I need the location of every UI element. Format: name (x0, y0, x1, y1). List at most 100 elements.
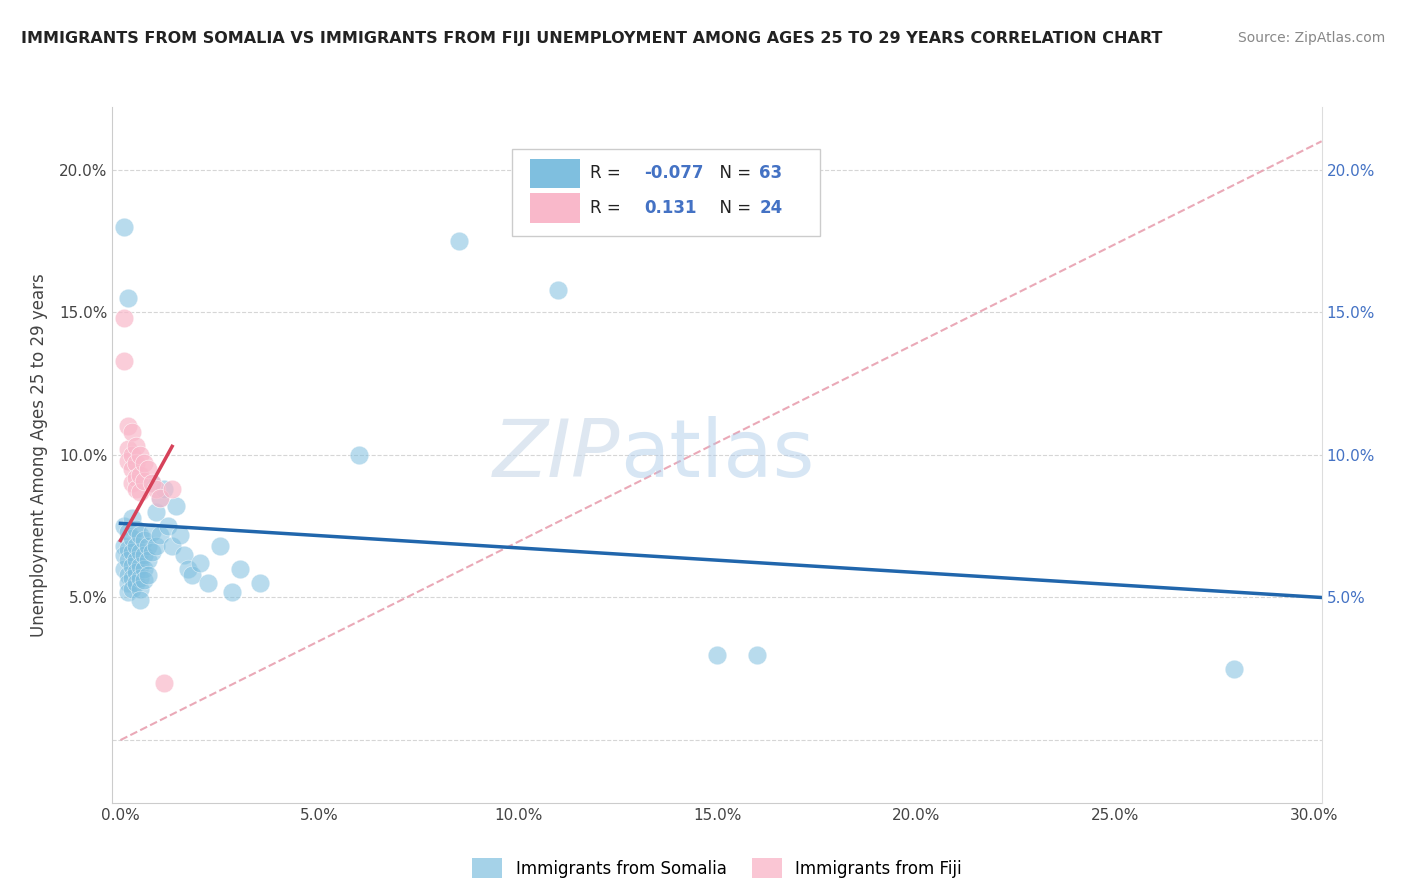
Point (181, 567, 204, 582)
Point (153, 676, 176, 690)
Point (145, 505, 167, 519)
Point (112, 219, 135, 234)
Legend: Immigrants from Somalia, Immigrants from Fiji: Immigrants from Somalia, Immigrants from… (465, 851, 969, 885)
Point (129, 448, 152, 462)
Text: Source: ZipAtlas.com: Source: ZipAtlas.com (1237, 31, 1385, 45)
Point (129, 485, 152, 500)
Point (117, 541, 139, 556)
Point (125, 565, 148, 579)
Point (1223, 662, 1246, 676)
Point (121, 545, 143, 559)
Point (177, 562, 200, 576)
Text: ZIP: ZIP (494, 416, 620, 494)
Point (745, 648, 768, 662)
Point (121, 531, 143, 545)
Point (117, 584, 139, 599)
Point (221, 584, 243, 599)
Point (117, 553, 139, 567)
Text: N =: N = (709, 164, 756, 182)
Point (129, 593, 152, 607)
Point (117, 419, 139, 434)
Point (447, 234, 470, 248)
Text: 24: 24 (759, 199, 783, 217)
Point (197, 576, 219, 591)
Text: N =: N = (709, 199, 756, 217)
Point (125, 439, 148, 453)
Point (141, 545, 163, 559)
Point (117, 567, 139, 582)
Point (112, 539, 135, 553)
Point (188, 556, 211, 570)
Point (136, 539, 159, 553)
Point (121, 462, 143, 476)
Point (125, 539, 148, 553)
Point (112, 519, 135, 533)
Point (117, 291, 139, 305)
FancyBboxPatch shape (530, 194, 581, 222)
FancyBboxPatch shape (512, 149, 820, 235)
Point (112, 354, 135, 368)
Text: IMMIGRANTS FROM SOMALIA VS IMMIGRANTS FROM FIJI UNEMPLOYMENT AMONG AGES 25 TO 29: IMMIGRANTS FROM SOMALIA VS IMMIGRANTS FR… (21, 31, 1163, 46)
Point (134, 457, 156, 471)
Point (136, 553, 159, 567)
Point (229, 562, 252, 576)
Point (121, 570, 143, 584)
Point (112, 548, 135, 562)
Point (145, 539, 167, 553)
Point (136, 567, 159, 582)
Point (149, 491, 172, 505)
Point (547, 283, 569, 297)
Point (125, 576, 148, 591)
Point (153, 482, 176, 496)
Point (125, 522, 148, 536)
Point (208, 539, 231, 553)
Point (125, 457, 148, 471)
Point (149, 491, 172, 505)
Point (117, 453, 139, 467)
Point (134, 548, 156, 562)
Point (145, 482, 167, 496)
Point (149, 528, 172, 542)
Point (117, 576, 139, 591)
Point (134, 562, 156, 576)
Point (165, 500, 187, 514)
Point (121, 425, 143, 439)
Point (125, 471, 148, 485)
Point (706, 648, 728, 662)
Point (129, 467, 152, 482)
FancyBboxPatch shape (530, 159, 581, 187)
Point (141, 476, 163, 491)
Point (117, 442, 139, 457)
Point (121, 559, 143, 574)
Point (134, 574, 156, 588)
Point (141, 476, 163, 491)
Point (121, 476, 143, 491)
Point (121, 510, 143, 524)
Point (112, 311, 135, 326)
Text: R =: R = (591, 199, 626, 217)
Point (249, 576, 271, 591)
Point (169, 528, 191, 542)
Text: atlas: atlas (620, 416, 814, 494)
Point (134, 474, 156, 488)
Point (121, 582, 143, 596)
Point (129, 570, 152, 584)
Point (117, 524, 139, 539)
Point (134, 533, 156, 548)
Text: R =: R = (591, 164, 626, 182)
Y-axis label: Unemployment Among Ages 25 to 29 years: Unemployment Among Ages 25 to 29 years (30, 273, 48, 637)
Point (157, 519, 180, 533)
Point (160, 482, 183, 496)
Text: 63: 63 (759, 164, 783, 182)
Point (347, 448, 370, 462)
Point (129, 582, 152, 596)
Point (112, 562, 135, 576)
Text: -0.077: -0.077 (644, 164, 704, 182)
Point (136, 462, 159, 476)
Point (141, 524, 163, 539)
Point (129, 545, 152, 559)
Point (129, 528, 152, 542)
Point (121, 448, 143, 462)
Point (125, 553, 148, 567)
Point (125, 482, 148, 496)
